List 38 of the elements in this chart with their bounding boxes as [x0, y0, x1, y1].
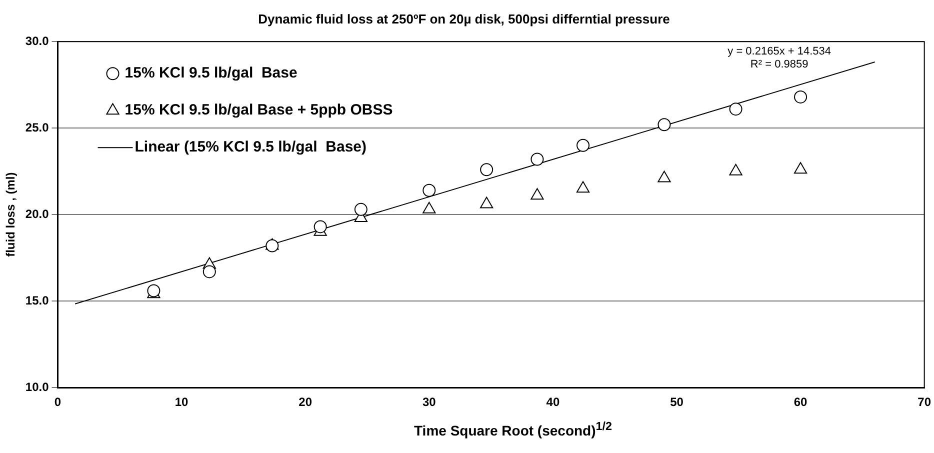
point: [729, 164, 742, 176]
point: [576, 181, 590, 193]
point: [266, 239, 279, 252]
point: [314, 220, 327, 234]
legend-label: 15% KCl 9.5 lb/gal Base + 5ppb OBSS: [124, 102, 393, 119]
legend-label: 15% KCl 9.5 lb/gal Base: [124, 64, 298, 82]
annotation: R² = 0.9859: [750, 58, 808, 71]
legend-label: Linear (15% KCl 9.5 lb/gal Base): [134, 138, 367, 156]
x-tick-label: 40: [546, 395, 560, 410]
x-tick-label: 30: [422, 395, 436, 410]
point: [422, 202, 436, 214]
x-tick-label: 0: [54, 395, 62, 410]
annotation: y = 0.2165x + 14.534: [728, 46, 832, 58]
x-tick-label: 50: [670, 395, 684, 410]
y-tick-label: 25.0: [25, 120, 50, 134]
point: [480, 163, 494, 176]
point: [794, 90, 808, 104]
x-tick-label: 20: [298, 395, 312, 410]
y-tick-label: 20.0: [25, 206, 50, 221]
chart-title: Dynamic fluid loss at 250ºF on 20µ disk, 500psi differntial pressure: [258, 11, 670, 26]
y-axis-title: fluid loss , (ml): [4, 172, 18, 257]
point: [530, 188, 544, 200]
y-tick-label: 30.0: [25, 34, 50, 48]
point: [530, 152, 544, 166]
y-tick-label: 15.0: [25, 293, 50, 308]
y-tick-label: 10.0: [25, 380, 50, 394]
point: [658, 118, 671, 132]
point: [794, 162, 808, 174]
x-tick-label: 60: [794, 395, 808, 410]
x-tick-label: 10: [174, 395, 189, 410]
point: [576, 138, 590, 152]
point: [658, 170, 671, 182]
x-tick-label: 70: [918, 395, 932, 410]
point: [422, 184, 436, 197]
point: [729, 102, 742, 116]
point: [354, 202, 368, 216]
x-axis-title: Time Square Root (second)$^{1/2}$: [413, 420, 613, 439]
point: [480, 196, 494, 208]
